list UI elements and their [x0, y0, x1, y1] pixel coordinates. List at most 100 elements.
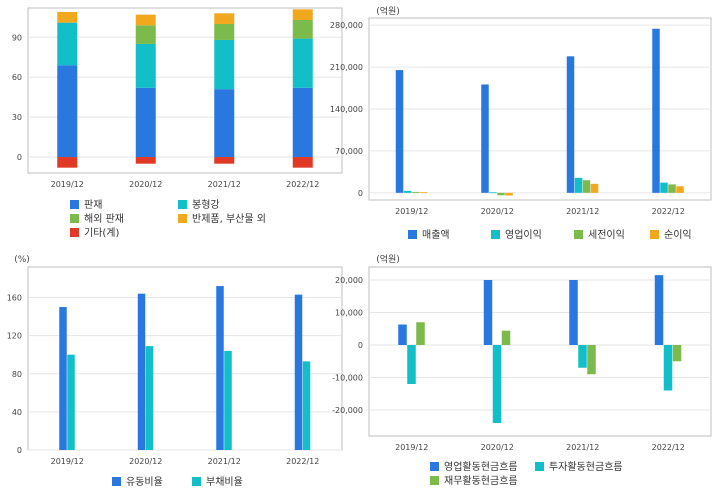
y-tick-label: 0 [358, 189, 363, 198]
bar [481, 84, 489, 193]
bar-segment [57, 157, 78, 168]
legend-label: 해외 판재 [84, 212, 124, 225]
x-tick-label: 2019/12 [395, 443, 428, 452]
x-tick-label: 2022/12 [652, 443, 685, 452]
bar-segment [292, 9, 313, 20]
bar [395, 70, 404, 193]
x-tick-label: 2022/12 [652, 207, 685, 216]
bar [654, 275, 664, 345]
bar [574, 177, 583, 193]
legend-label: 유동비율 [126, 476, 163, 488]
unit-label: (억원) [376, 253, 400, 265]
bar [569, 280, 578, 345]
legend-swatch [112, 477, 121, 486]
legend-label: 판재 [84, 199, 102, 211]
bar [672, 345, 682, 362]
y-tick-label: 0 [358, 341, 363, 350]
bar [59, 307, 67, 450]
y-tick-label: 40 [12, 408, 22, 417]
plot-frame [27, 7, 343, 174]
bar [566, 56, 575, 193]
legend-label: 봉형강 [192, 199, 220, 211]
legend-label: 투자활동현금흐름 [549, 460, 623, 473]
bar [582, 180, 591, 193]
chart-legend: 매출액 영업이익 세전이익 순이익 [408, 228, 692, 241]
bar [663, 345, 673, 391]
bar-segment [135, 43, 156, 88]
x-tick-label: 2021/12 [566, 207, 599, 216]
legend-label: 매출액 [422, 229, 450, 241]
y-tick-label: -10,000 [332, 374, 363, 383]
bar [411, 191, 420, 193]
bar [660, 182, 668, 193]
y-tick-label: 70,000 [335, 147, 363, 156]
unit-label: (%) [14, 255, 30, 265]
bar-segment [135, 14, 156, 26]
bar [137, 293, 146, 450]
chart-panel-4: -20,000 -10,000 0 10,000 20,000 (억원) 2019/12 20… [332, 253, 712, 487]
bar [145, 346, 154, 450]
bar-segment [214, 157, 235, 164]
x-tick-label: 2019/12 [395, 207, 428, 216]
bar [403, 190, 412, 193]
legend-swatch [491, 230, 500, 239]
bar [224, 350, 232, 450]
legend-label: 순이익 [664, 229, 692, 241]
bar [216, 286, 224, 450]
bar [587, 345, 596, 375]
unit-label: (억원) [376, 5, 400, 17]
bar [398, 324, 407, 345]
bar [505, 192, 513, 196]
legend-swatch [430, 462, 439, 471]
bar-segment [57, 65, 78, 158]
y-tick-label: 0 [17, 446, 22, 455]
bar [492, 345, 502, 423]
bar [489, 192, 497, 194]
bar [302, 361, 311, 450]
y-tick-label: 210,000 [330, 63, 363, 72]
bar [652, 28, 660, 193]
bar [67, 354, 75, 450]
legend-swatch [535, 462, 544, 471]
bar-segment [135, 157, 156, 164]
x-tick-label: 2020/12 [481, 207, 514, 216]
x-tick-label: 2021/12 [566, 443, 599, 452]
legend-swatch [430, 476, 439, 485]
chart-panel-3: 0 40 80 120 160 (%) 2019/12 2020/12 2021/12 2022/… [7, 255, 343, 488]
legend-label: 재무활동현금흐름 [444, 474, 518, 487]
chart-legend: 유동비율 부채비율 [112, 476, 243, 488]
y-tick-label: 160 [7, 294, 22, 303]
bar-segment [214, 39, 235, 90]
bar-segment [292, 87, 313, 158]
bar [676, 186, 684, 193]
legend-label: 기타(계) [84, 227, 120, 239]
x-tick-label: 2019/12 [51, 457, 84, 466]
bar [294, 294, 303, 450]
bar [578, 345, 587, 368]
bar-segment [57, 22, 78, 66]
bar [668, 184, 676, 193]
legend-label: 영업활동현금흐름 [444, 460, 518, 473]
bar-segment [292, 157, 313, 168]
bar-segment [214, 13, 235, 24]
y-tick-label: 280,000 [330, 21, 363, 30]
legend-label: 반제품, 부산물 외 [192, 213, 266, 225]
y-tick-label: 20,000 [335, 276, 363, 285]
bar-segment [135, 87, 156, 158]
chart-panel-2: 0 70,000 140,000 210,000 280,000 (억원) 2019/12 2… [330, 5, 712, 241]
bar [416, 322, 425, 345]
legend-label: 영업이익 [505, 228, 542, 241]
bar-segment [214, 89, 235, 158]
bar-segment [57, 11, 78, 23]
y-tick-label: 120 [7, 332, 22, 341]
x-tick-label: 2019/12 [51, 180, 84, 189]
x-tick-label: 2021/12 [208, 457, 241, 466]
bar [419, 192, 428, 194]
y-tick-label: 0 [17, 153, 22, 162]
bar-segment [135, 25, 156, 44]
bar [483, 280, 493, 345]
